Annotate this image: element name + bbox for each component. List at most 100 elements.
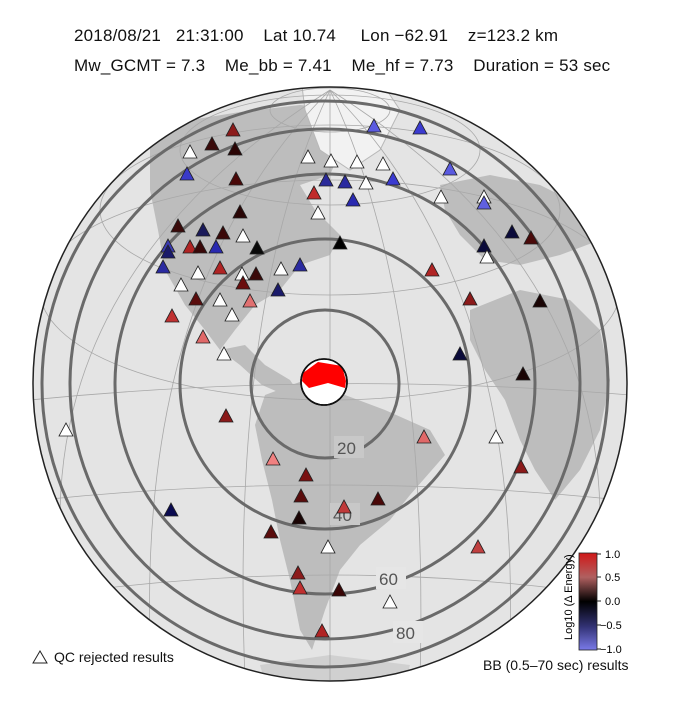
- ring-20deg: [178, 237, 472, 531]
- station-marker: [235, 275, 251, 290]
- station-marker: [190, 265, 206, 280]
- station-marker: [170, 218, 186, 233]
- station-marker: [293, 488, 309, 503]
- station-marker: [212, 260, 228, 275]
- station-marker: [306, 185, 322, 200]
- station-marker: [476, 195, 492, 210]
- station-marker: [160, 244, 176, 259]
- station-markers: [58, 118, 548, 638]
- station-marker: [476, 238, 492, 253]
- station-marker: [336, 499, 352, 514]
- ring-label-bg-20: [334, 436, 364, 458]
- station-marker: [452, 346, 468, 361]
- ring-40deg: [113, 172, 537, 596]
- ring-label-bg-60: [376, 567, 406, 589]
- magnitude-info-line: Mw_GCMT = 7.3 Me_bb = 7.41 Me_hf = 7.73 …: [74, 56, 611, 75]
- colorbar-title: Log10 (Δ Energy): [563, 554, 575, 640]
- bb-results-label: BB (0.5–70 sec) results: [483, 657, 629, 673]
- distance-rings: [40, 99, 610, 669]
- open-triangle-icon: [32, 650, 48, 664]
- station-marker: [188, 291, 204, 306]
- station-marker: [442, 161, 458, 176]
- station-marker: [375, 156, 391, 171]
- station-marker: [532, 293, 548, 308]
- station-marker: [232, 204, 248, 219]
- station-marker: [216, 346, 232, 361]
- ring-label-20: 20: [337, 439, 356, 458]
- station-marker: [513, 459, 529, 474]
- station-marker: [173, 277, 189, 292]
- station-marker: [349, 154, 365, 169]
- station-marker: [218, 408, 234, 423]
- station-marker: [291, 510, 307, 525]
- station-marker: [412, 120, 428, 135]
- station-marker: [320, 539, 336, 554]
- station-marker: [224, 307, 240, 322]
- colorbar-tick: 0.5: [605, 572, 620, 584]
- station-marker: [337, 174, 353, 189]
- station-marker: [242, 293, 258, 308]
- station-marker: [433, 189, 449, 204]
- station-marker: [215, 225, 231, 240]
- land-africa: [470, 290, 610, 500]
- land-central-america: [220, 345, 300, 395]
- station-marker: [273, 261, 289, 276]
- station-marker: [323, 153, 339, 168]
- station-marker: [515, 366, 531, 381]
- station-marker: [385, 171, 401, 186]
- qc-rejected-legend: QC rejected results: [32, 649, 174, 665]
- station-marker: [345, 192, 361, 207]
- event-info-line: 2018/08/21 21:31:00 Lat 10.74 Lon −62.91…: [74, 26, 559, 45]
- station-marker: [300, 149, 316, 164]
- station-marker: [479, 249, 495, 264]
- land-north-america: [150, 105, 345, 350]
- colorbar-tick: 0.0: [605, 596, 620, 608]
- station-marker: [488, 429, 504, 444]
- ring-label-bg-40: [330, 503, 360, 525]
- station-marker: [265, 451, 281, 466]
- station-marker: [208, 239, 224, 254]
- station-marker: [58, 422, 74, 437]
- station-marker: [382, 594, 398, 609]
- station-marker: [270, 282, 286, 297]
- ring-label-60: 60: [379, 570, 398, 589]
- station-marker: [164, 308, 180, 323]
- colorbar-tick: 1.0: [605, 549, 620, 561]
- station-marker: [298, 467, 314, 482]
- station-marker: [212, 292, 228, 307]
- station-marker: [290, 565, 306, 580]
- station-marker: [314, 623, 330, 638]
- station-marker: [263, 524, 279, 539]
- station-marker: [416, 429, 432, 444]
- ring-10deg: [249, 308, 401, 460]
- station-marker: [292, 580, 308, 595]
- ring-80deg: [40, 99, 610, 669]
- focal-mechanism-beachball: [300, 358, 348, 406]
- station-marker: [179, 166, 195, 181]
- station-marker: [292, 257, 308, 272]
- station-marker: [228, 171, 244, 186]
- station-marker: [504, 224, 520, 239]
- station-marker: [318, 172, 334, 187]
- station-marker: [249, 240, 265, 255]
- station-marker: [225, 122, 241, 137]
- colorbar-tick: −0.5: [600, 620, 622, 632]
- station-marker: [366, 118, 382, 133]
- globe-outline: [32, 86, 628, 682]
- station-marker: [163, 502, 179, 517]
- station-marker: [332, 235, 348, 250]
- station-marker: [195, 329, 211, 344]
- station-marker: [424, 262, 440, 277]
- qc-rejected-label: QC rejected results: [54, 649, 174, 665]
- ring-60deg: [68, 127, 582, 641]
- station-marker: [204, 136, 220, 151]
- station-marker: [310, 205, 326, 220]
- station-marker: [523, 230, 539, 245]
- colorbar: 1.0 0.5 0.0 −0.5 −1.0 Log10 (Δ Energy): [563, 549, 622, 656]
- ring-label-bg-80: [393, 621, 423, 643]
- station-marker: [227, 141, 243, 156]
- station-marker: [331, 582, 347, 597]
- station-marker: [155, 259, 171, 274]
- station-marker: [192, 239, 208, 254]
